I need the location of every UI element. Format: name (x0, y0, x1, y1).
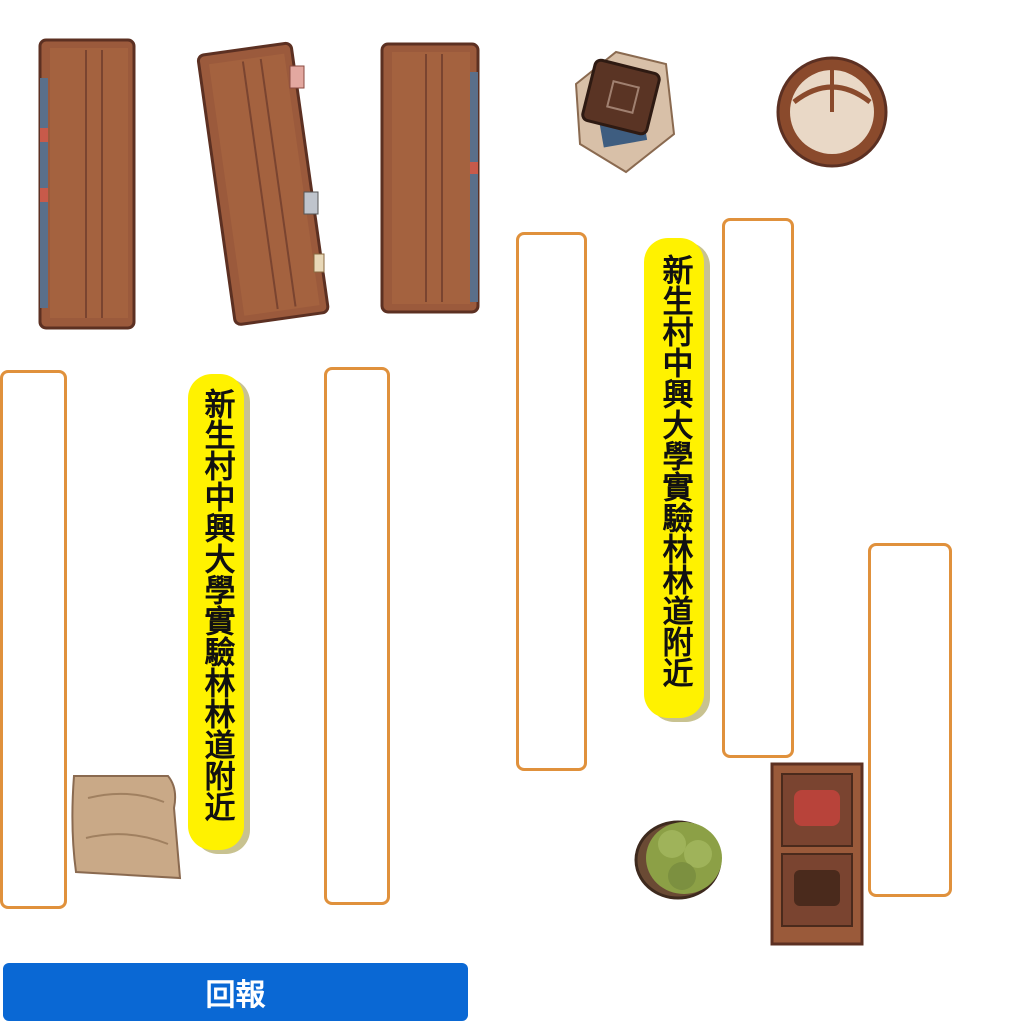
drop-slot-1[interactable] (0, 370, 67, 909)
report-button[interactable]: 回報 (3, 963, 468, 1021)
paper-scroll[interactable] (68, 768, 184, 886)
cabinet[interactable] (770, 762, 864, 946)
round-basket[interactable] (774, 52, 890, 172)
bookshelf-2[interactable] (186, 40, 338, 326)
location-label-text: 新生村中興大學實驗林林道附近 (656, 254, 693, 688)
location-label-2[interactable]: 新生村中興大學實驗林林道附近 (644, 238, 704, 718)
location-label-1[interactable]: 新生村中興大學實驗林林道附近 (188, 374, 244, 850)
books-on-paper[interactable] (566, 44, 678, 176)
drop-slot-3[interactable] (516, 232, 587, 771)
drop-slot-2[interactable] (324, 367, 390, 905)
bookshelf-1[interactable] (36, 38, 138, 332)
drop-slot-4[interactable] (722, 218, 794, 758)
location-label-text: 新生村中興大學實驗林林道附近 (198, 388, 235, 822)
bookshelf-3[interactable] (380, 42, 484, 316)
plant-pot[interactable] (632, 814, 730, 902)
drop-slot-5[interactable] (868, 543, 952, 897)
